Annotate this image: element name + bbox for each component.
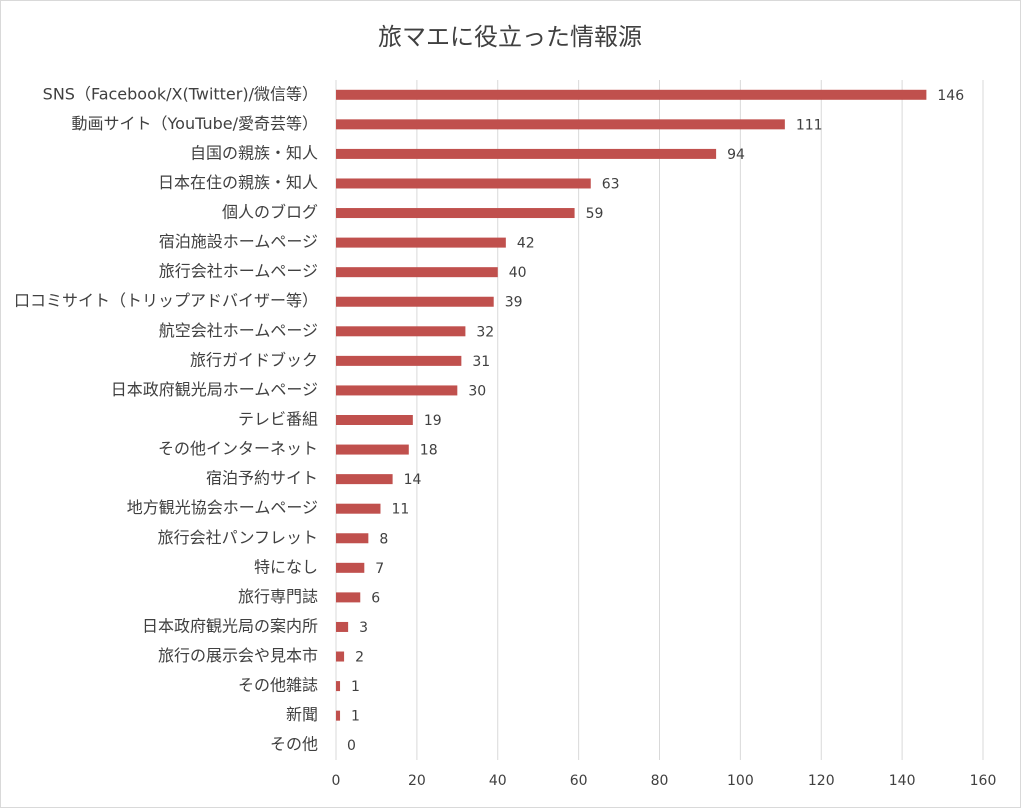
value-label: 8 (379, 531, 388, 547)
bar (336, 208, 575, 219)
x-tick-label: 160 (970, 773, 997, 789)
bar (336, 562, 365, 573)
value-label: 3 (359, 620, 368, 636)
bar (336, 592, 361, 603)
x-tick-label: 80 (651, 773, 669, 789)
y-tick-label: 旅行ガイドブック (190, 350, 318, 369)
value-label: 1 (351, 679, 360, 695)
value-label: 30 (468, 383, 486, 399)
value-label: 94 (727, 147, 745, 163)
y-tick-label: 日本政府観光局の案内所 (142, 616, 318, 635)
value-label: 63 (602, 176, 620, 192)
y-tick-label: 宿泊施設ホームページ (159, 232, 318, 251)
y-tick-label: その他 (270, 735, 318, 754)
y-tick-label: 宿泊予約サイト (206, 469, 318, 488)
bar (336, 444, 409, 455)
x-tick-label: 140 (889, 773, 916, 789)
value-label: 1 (351, 709, 360, 725)
y-tick-label: SNS（Facebook/X(Twitter)/微信等） (43, 84, 318, 103)
value-label: 7 (375, 561, 384, 577)
value-label: 19 (424, 413, 442, 429)
value-label: 42 (517, 236, 535, 252)
bar (336, 119, 785, 130)
bar (336, 533, 369, 544)
bar (336, 710, 341, 721)
x-tick-label: 60 (570, 773, 588, 789)
value-label: 2 (355, 650, 364, 666)
bar (336, 148, 717, 159)
y-tick-label: 旅行専門誌 (238, 587, 318, 606)
value-label: 0 (347, 738, 356, 754)
y-tick-label: 動画サイト（YouTube/愛奇芸等） (72, 114, 318, 133)
value-label: 11 (391, 502, 409, 518)
bar (336, 385, 458, 396)
value-label: 59 (586, 206, 604, 222)
y-tick-label: 旅行会社ホームページ (159, 262, 318, 281)
value-label: 14 (404, 472, 422, 488)
bar (336, 267, 498, 278)
value-label: 111 (796, 117, 823, 133)
value-label: 31 (472, 354, 490, 370)
value-label: 32 (476, 324, 494, 340)
bar (336, 503, 381, 514)
chart-title: 旅マエに役立った情報源 (378, 23, 642, 51)
y-tick-label: 日本政府観光局ホームページ (111, 380, 318, 399)
y-tick-label: テレビ番組 (238, 410, 318, 429)
x-tick-label: 40 (489, 773, 507, 789)
value-label: 146 (937, 88, 964, 104)
y-tick-label: 新聞 (286, 705, 318, 724)
bar (336, 474, 393, 485)
bar (336, 296, 494, 307)
value-label: 40 (509, 265, 527, 281)
y-tick-label: 個人のブログ (222, 203, 318, 222)
value-label: 18 (420, 443, 438, 459)
y-tick-label: その他インターネット (158, 439, 318, 458)
x-tick-label: 120 (808, 773, 835, 789)
value-label: 39 (505, 295, 523, 311)
y-tick-label: 旅行の展示会や見本市 (158, 646, 318, 665)
bar (336, 237, 506, 248)
y-tick-label: 口コミサイト（トリップアドバイザー等） (14, 291, 318, 310)
bar (336, 621, 349, 632)
bar (336, 681, 341, 692)
bar (336, 355, 462, 366)
value-label: 6 (371, 590, 380, 606)
y-tick-label: 日本在住の親族・知人 (158, 173, 318, 192)
x-tick-label: 0 (332, 773, 341, 789)
bar (336, 651, 345, 662)
bar (336, 178, 591, 189)
x-tick-label: 100 (727, 773, 754, 789)
y-tick-label: 旅行会社パンフレット (158, 528, 318, 547)
bar (336, 89, 927, 100)
y-tick-label: 自国の親族・知人 (190, 143, 318, 162)
bar (336, 415, 413, 425)
y-tick-label: 特になし (254, 557, 318, 576)
y-tick-label: 航空会社ホームページ (159, 321, 318, 340)
bar (336, 326, 466, 337)
x-tick-label: 20 (408, 773, 426, 789)
y-tick-label: その他雑誌 (238, 676, 318, 695)
y-tick-label: 地方観光協会ホームページ (127, 498, 318, 517)
